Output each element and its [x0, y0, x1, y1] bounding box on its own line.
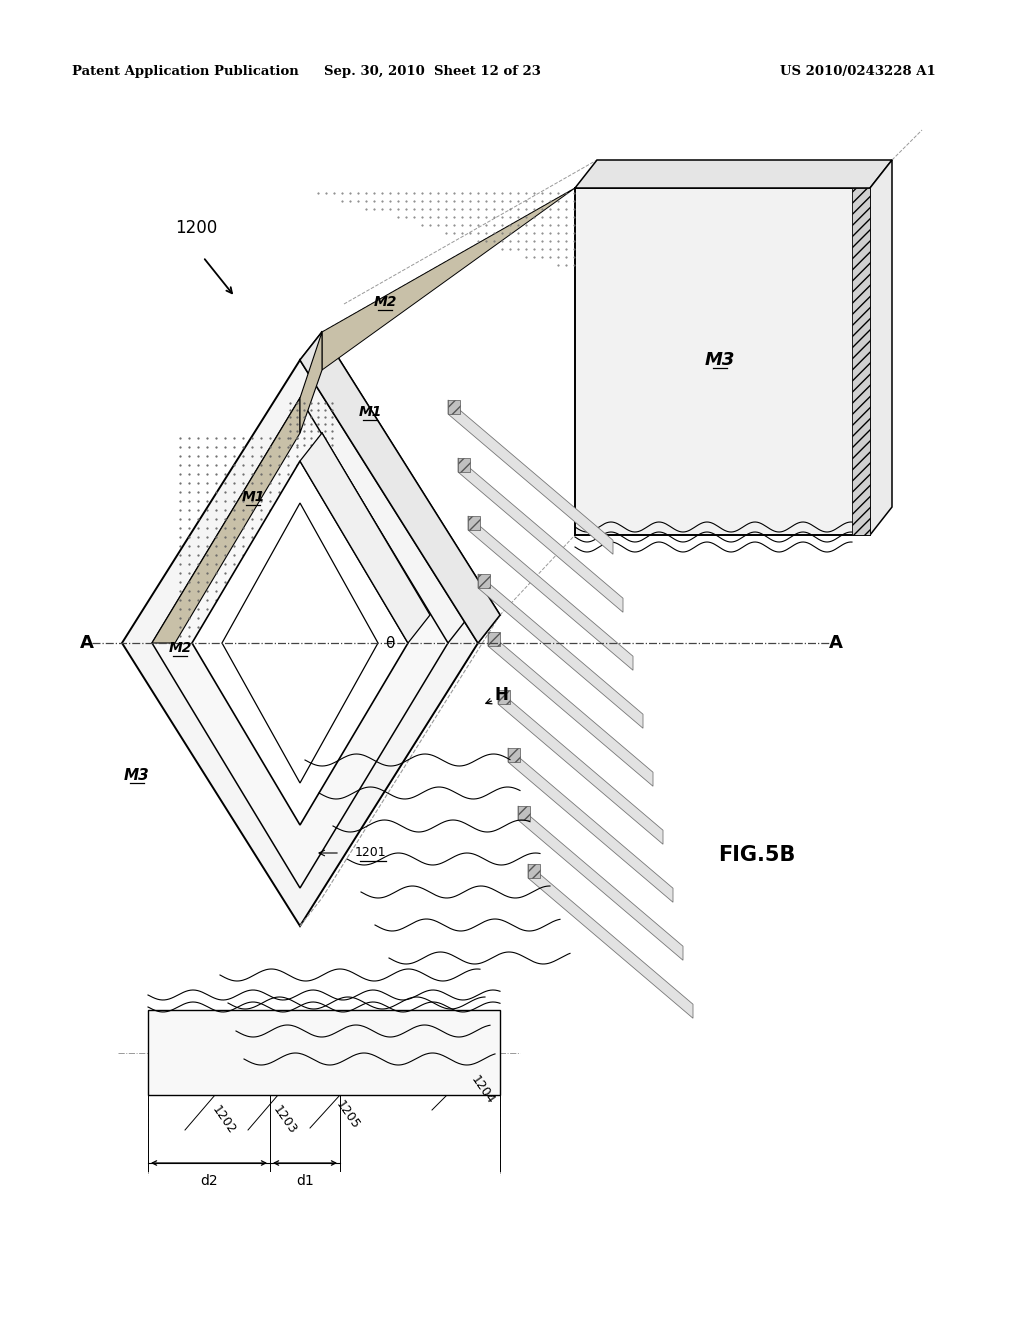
Text: M1: M1: [242, 490, 264, 504]
Text: 1201: 1201: [355, 846, 387, 859]
Polygon shape: [148, 1010, 500, 1096]
Polygon shape: [152, 399, 300, 643]
Text: FIG.5B: FIG.5B: [718, 845, 796, 865]
Polygon shape: [322, 187, 575, 370]
Polygon shape: [300, 333, 322, 433]
Text: A: A: [80, 634, 94, 652]
Polygon shape: [488, 632, 653, 787]
Polygon shape: [518, 807, 683, 960]
Text: 1205: 1205: [334, 1098, 362, 1131]
Polygon shape: [528, 865, 540, 878]
Polygon shape: [488, 632, 500, 645]
Text: H: H: [495, 686, 509, 704]
Polygon shape: [478, 574, 490, 587]
Polygon shape: [852, 187, 870, 535]
Polygon shape: [449, 400, 460, 414]
Polygon shape: [498, 690, 510, 704]
Text: M1: M1: [358, 405, 382, 418]
Text: d1: d1: [296, 1173, 314, 1188]
Text: M2: M2: [168, 642, 191, 655]
Polygon shape: [870, 160, 892, 535]
Polygon shape: [122, 360, 478, 927]
Text: M3: M3: [705, 351, 735, 370]
Text: Patent Application Publication: Patent Application Publication: [72, 66, 299, 78]
Polygon shape: [508, 748, 520, 762]
Text: Sep. 30, 2010  Sheet 12 of 23: Sep. 30, 2010 Sheet 12 of 23: [324, 66, 541, 78]
Polygon shape: [478, 574, 643, 729]
Polygon shape: [458, 458, 623, 612]
Polygon shape: [468, 516, 633, 671]
Text: M2: M2: [374, 294, 396, 309]
Polygon shape: [575, 160, 892, 187]
Polygon shape: [222, 503, 378, 783]
Text: d2: d2: [200, 1173, 218, 1188]
Polygon shape: [193, 461, 408, 825]
Text: US 2010/0243228 A1: US 2010/0243228 A1: [780, 66, 936, 78]
Polygon shape: [528, 865, 693, 1018]
Text: A: A: [829, 634, 843, 652]
Text: 1203: 1203: [270, 1104, 299, 1137]
Polygon shape: [498, 690, 663, 845]
Text: 1204: 1204: [468, 1073, 497, 1106]
Polygon shape: [300, 433, 430, 643]
Polygon shape: [518, 807, 530, 820]
Polygon shape: [468, 516, 480, 531]
Text: 1200: 1200: [175, 219, 217, 238]
Polygon shape: [458, 458, 470, 473]
Polygon shape: [508, 748, 673, 903]
Text: M3: M3: [124, 767, 150, 783]
Polygon shape: [300, 333, 500, 643]
Polygon shape: [152, 399, 449, 888]
Polygon shape: [575, 187, 870, 535]
Text: 1202: 1202: [210, 1104, 239, 1137]
Text: θ: θ: [385, 635, 394, 651]
Polygon shape: [449, 400, 613, 554]
